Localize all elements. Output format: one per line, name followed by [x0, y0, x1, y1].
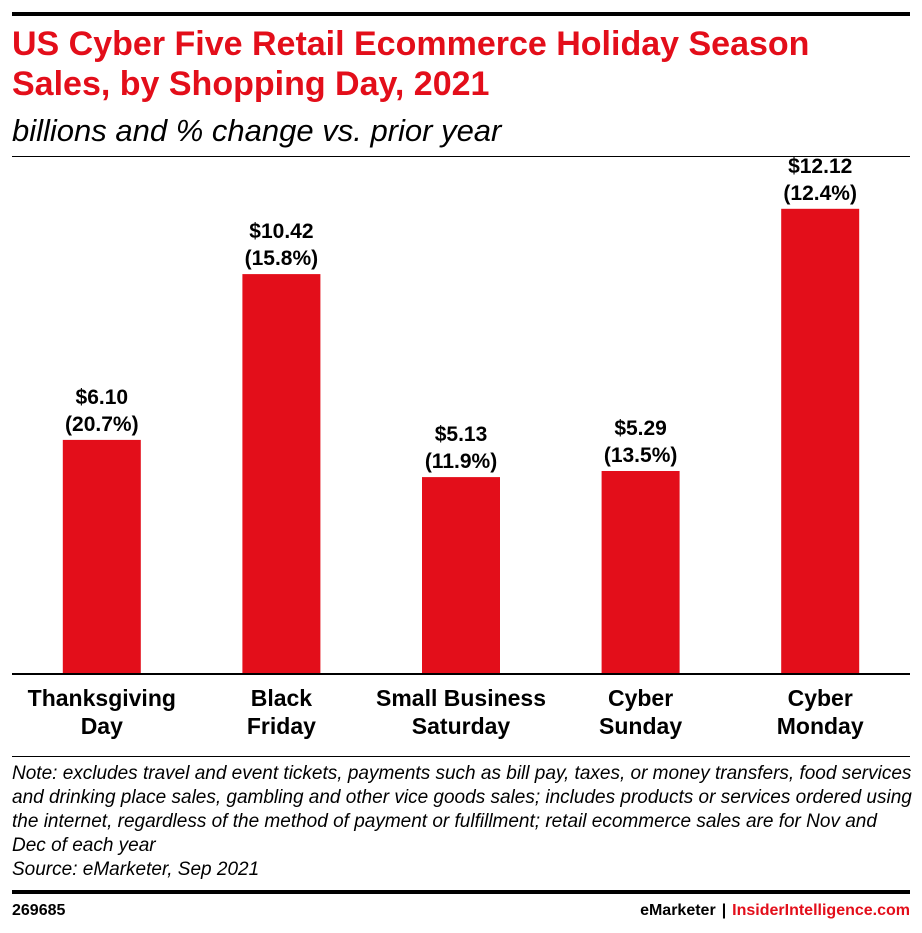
bar-chart: $6.10 (20.7%) $10.42 (15.8%) $5.13 (11.9%) $5.…	[12, 157, 910, 739]
brand-emarketer[interactable]: eMarketer	[640, 902, 716, 919]
change-label-1: (15.8%)	[245, 247, 319, 270]
category-label-2-line-0: Small Business	[376, 685, 546, 711]
bar-1	[242, 274, 321, 674]
value-label-4: $12.12	[788, 157, 852, 178]
bars-group	[62, 208, 860, 675]
category-label-3-line-1: Sunday	[599, 713, 682, 739]
value-label-0: $6.10	[76, 386, 129, 409]
note-text: Note: excludes travel and event tickets,…	[12, 763, 912, 856]
bar-0	[62, 439, 141, 674]
change-label-4: (12.4%)	[783, 182, 857, 205]
change-label-2: (11.9%)	[425, 450, 497, 473]
category-label-4-line-1: Monday	[777, 713, 864, 739]
source-text: Source: eMarketer, Sep 2021	[12, 859, 260, 880]
bar-2	[422, 477, 500, 674]
brand-insider-intelligence-link[interactable]: InsiderIntelligence.com	[732, 902, 910, 919]
subtitle-rule	[12, 156, 910, 157]
category-label-1-line-0: Black	[251, 685, 313, 711]
change-label-0: (20.7%)	[65, 413, 139, 436]
value-label-3: $5.29	[614, 417, 667, 440]
chart-id: 269685	[12, 902, 66, 919]
bar-4	[781, 208, 860, 675]
category-label-0-line-1: Day	[81, 713, 123, 739]
brand-separator: |	[721, 902, 727, 919]
note-rule	[12, 756, 910, 757]
chart-subtitle: billions and % change vs. prior year	[12, 113, 502, 148]
category-label-3-line-0: Cyber	[608, 685, 673, 711]
change-label-3: (13.5%)	[604, 444, 678, 467]
bottom-rule	[12, 890, 910, 894]
value-labels-group: $6.10 (20.7%) $10.42 (15.8%) $5.13 (11.9%) $5.…	[65, 157, 857, 473]
brand-credit: eMarketer | InsiderIntelligence.com	[640, 902, 910, 920]
category-label-2-line-1: Saturday	[412, 713, 511, 739]
category-label-4-line-0: Cyber	[788, 685, 853, 711]
footnote: Note: excludes travel and event tickets,…	[12, 762, 912, 882]
category-label-0-line-0: Thanksgiving	[28, 685, 176, 711]
top-rule	[12, 12, 910, 16]
category-label-1-line-1: Friday	[247, 713, 316, 739]
value-label-1: $10.42	[249, 220, 313, 243]
bar-3	[601, 471, 680, 674]
value-label-2: $5.13	[435, 423, 488, 446]
chart-title: US Cyber Five Retail Ecommerce Holiday S…	[12, 25, 810, 103]
